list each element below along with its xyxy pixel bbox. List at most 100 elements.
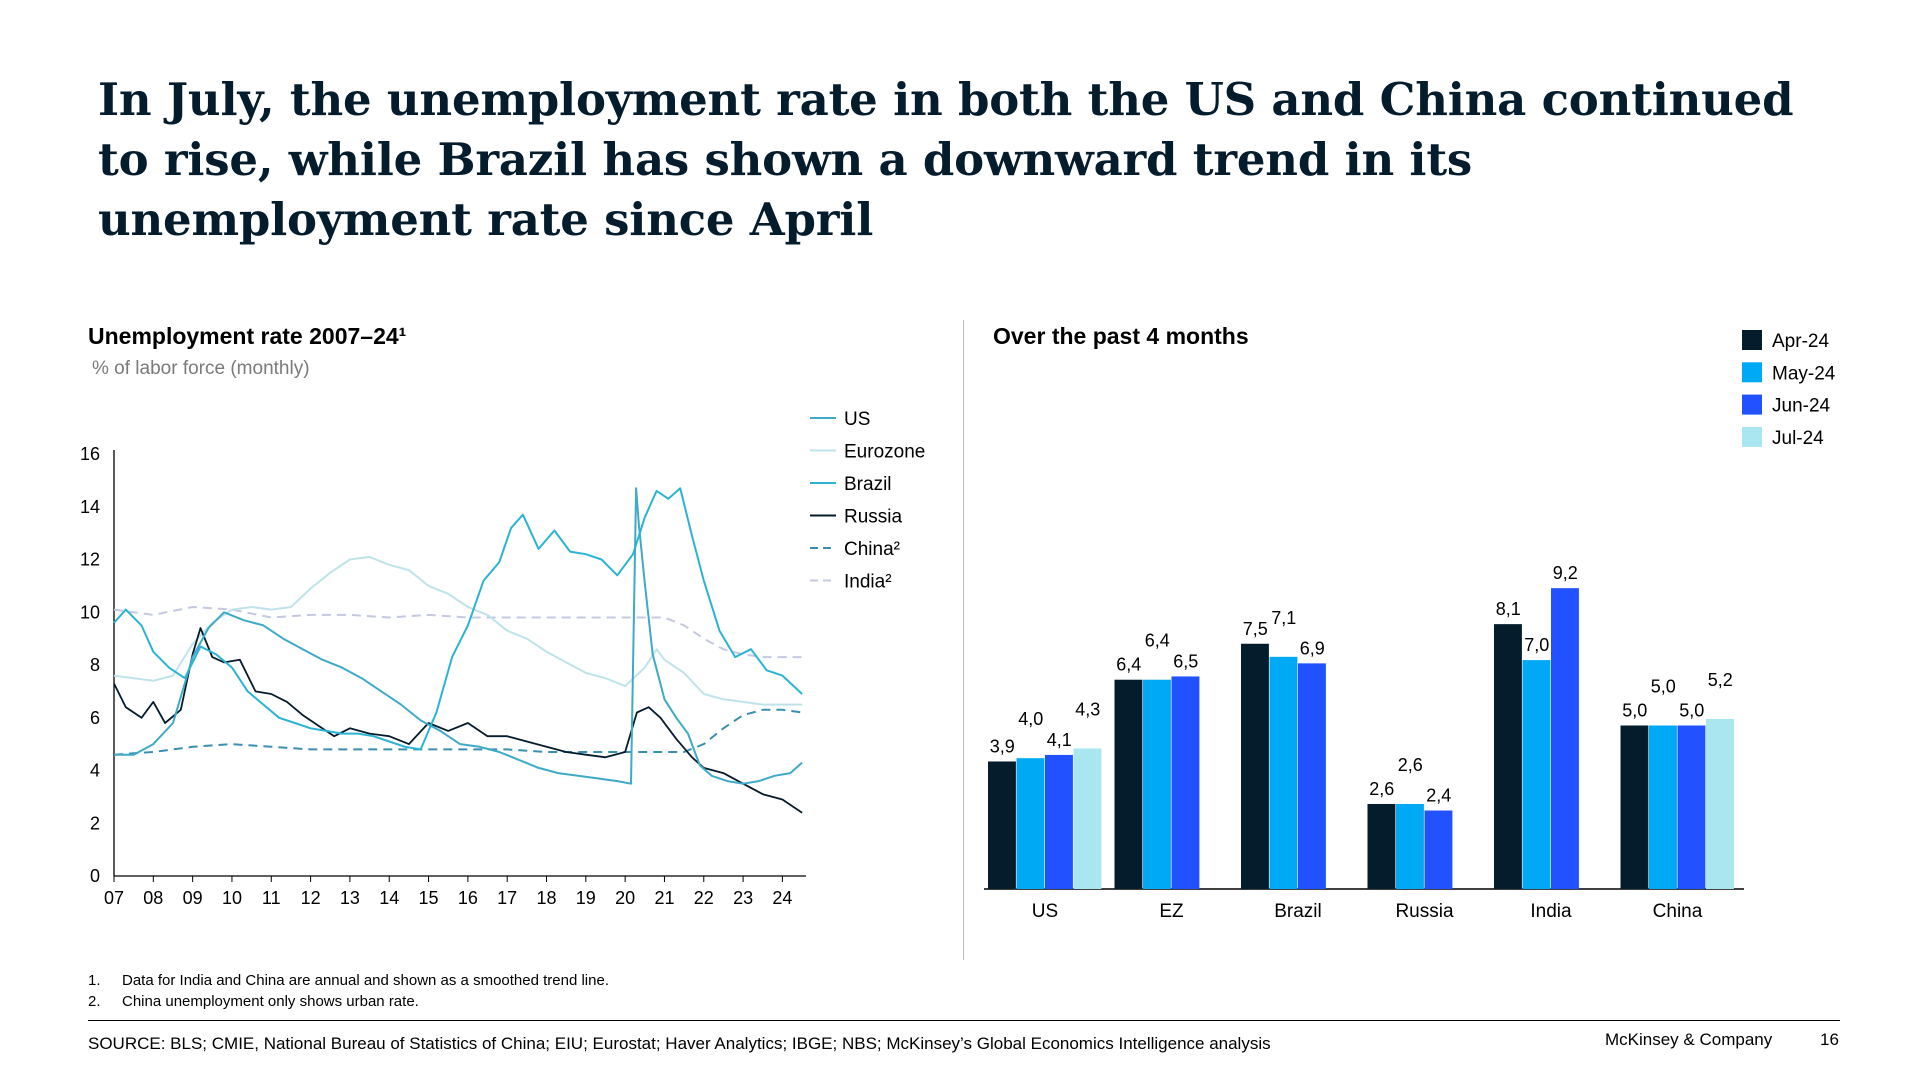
x-tick-label: 08 [143, 888, 163, 908]
line-chart-subtitle: % of labor force (monthly) [92, 358, 310, 379]
bar-brazil-apr-24 [1241, 643, 1269, 889]
data-label-ez-apr-24: 6,4 [1116, 655, 1141, 675]
category-label-russia: Russia [1395, 901, 1454, 922]
x-tick-label: 11 [262, 888, 281, 908]
brand-name: McKinsey & Company [1605, 1030, 1773, 1049]
legend-label-russia: Russia [844, 507, 903, 528]
category-label-us: US [1032, 901, 1058, 922]
y-tick-label: 6 [90, 708, 100, 728]
legend-swatch-may-24 [1742, 362, 1762, 383]
data-label-india-apr-24: 8,1 [1496, 599, 1521, 619]
data-label-russia-jun-24: 2,4 [1426, 786, 1451, 806]
bar-india-may-24 [1522, 660, 1551, 889]
legend-swatch-jul-24 [1742, 426, 1762, 447]
bar-chart: 3,94,04,14,3US6,46,46,5EZ7,57,16,9Brazil… [984, 330, 1836, 922]
page-number: 16 [1820, 1030, 1839, 1049]
bar-china-jun-24 [1677, 725, 1706, 889]
bar-india-jun-24 [1551, 588, 1579, 889]
data-label-brazil-apr-24: 7,5 [1243, 619, 1268, 639]
x-tick-label: 07 [104, 888, 124, 908]
legend-label-apr-24: Apr-24 [1772, 331, 1829, 352]
footnote-2-text: China unemployment only shows urban rate… [122, 993, 419, 1010]
bar-india-apr-24 [1494, 624, 1522, 889]
x-tick-label: 13 [340, 888, 360, 908]
y-tick-label: 12 [80, 550, 100, 570]
line-chart-title: Unemployment rate 2007–24¹ [88, 323, 407, 349]
footnote-2: 2. China unemployment only shows urban ra… [88, 993, 419, 1010]
headline: In July, the unemployment rate in both t… [98, 73, 1794, 246]
series-line-brazil [113, 487, 803, 751]
y-tick-label: 0 [90, 866, 100, 886]
legend-label-china: China² [844, 539, 900, 560]
legend-label-eurozone: Eurozone [844, 442, 925, 463]
bar-china-may-24 [1649, 725, 1677, 889]
data-label-russia-may-24: 2,6 [1398, 755, 1423, 775]
legend-swatch-apr-24 [1742, 330, 1762, 350]
series-line-china [113, 708, 803, 756]
data-label-india-jun-24: 9,2 [1553, 563, 1578, 583]
footnote-1-text: Data for India and China are annual and … [122, 972, 609, 989]
bar-brazil-jun-24 [1298, 663, 1326, 889]
x-tick-label: 17 [497, 888, 517, 908]
bar-ez-jun-24 [1171, 676, 1200, 889]
legend-label-jun-24: Jun-24 [1772, 396, 1831, 417]
footer-rule [88, 1020, 1840, 1021]
series-line-us [114, 487, 803, 785]
x-tick-label: 23 [733, 888, 753, 908]
bar-us-may-24 [1016, 758, 1045, 889]
legend-label-india: India² [844, 572, 892, 593]
category-label-china: China [1653, 901, 1703, 922]
data-label-ez-jun-24: 6,5 [1173, 651, 1198, 671]
x-tick-label: 24 [772, 888, 792, 908]
category-label-india: India [1530, 901, 1572, 922]
bar-us-jul-24 [1073, 748, 1102, 889]
footnote-1: 1. Data for India and China are annual an… [88, 972, 609, 989]
legend-label-us: US [844, 409, 870, 430]
bar-brazil-may-24 [1269, 656, 1298, 889]
bar-russia-may-24 [1396, 803, 1424, 889]
x-tick-label: 21 [654, 888, 674, 908]
y-tick-label: 16 [80, 444, 100, 464]
y-tick-label: 8 [90, 655, 100, 675]
series-line-india [113, 606, 803, 659]
data-label-china-apr-24: 5,0 [1622, 701, 1647, 721]
category-label-brazil: Brazil [1274, 901, 1322, 922]
x-tick-label: 16 [458, 888, 478, 908]
legend-label-brazil: Brazil [844, 474, 892, 495]
bar-china-apr-24 [1620, 725, 1649, 889]
series-line-eurozone [113, 555, 803, 706]
data-label-brazil-jun-24: 6,9 [1300, 638, 1325, 658]
bar-us-apr-24 [988, 761, 1016, 889]
data-label-brazil-may-24: 7,1 [1271, 608, 1296, 628]
y-tick-label: 4 [90, 761, 100, 781]
y-tick-label: 2 [90, 813, 100, 833]
legend-swatch-jun-24 [1742, 394, 1762, 415]
footnote-2-number: 2. [88, 993, 101, 1010]
category-label-ez: EZ [1159, 901, 1184, 922]
bar-us-jun-24 [1045, 754, 1073, 889]
bar-russia-jun-24 [1424, 810, 1453, 889]
x-tick-label: 09 [183, 888, 203, 908]
data-label-china-may-24: 5,0 [1651, 677, 1676, 697]
legend-label-may-24: May-24 [1772, 363, 1836, 384]
x-tick-label: 10 [222, 888, 242, 908]
data-label-us-may-24: 4,0 [1018, 709, 1043, 729]
x-tick-label: 12 [301, 888, 321, 908]
x-tick-label: 22 [694, 888, 714, 908]
x-tick-label: 20 [615, 888, 635, 908]
footnote-1-number: 1. [88, 972, 101, 989]
bar-ez-may-24 [1143, 679, 1171, 889]
data-label-china-jul-24: 5,2 [1708, 670, 1733, 690]
y-tick-label: 14 [80, 497, 100, 517]
source-note: SOURCE: BLS; CMIE, National Bureau of St… [88, 1034, 1271, 1053]
data-label-us-apr-24: 3,9 [990, 736, 1015, 756]
bar-china-jul-24 [1706, 718, 1734, 889]
x-tick-label: 14 [379, 888, 399, 908]
data-label-us-jul-24: 4,3 [1075, 699, 1100, 719]
data-label-us-jun-24: 4,1 [1047, 730, 1072, 750]
panel-divider [963, 320, 964, 960]
bar-ez-apr-24 [1114, 679, 1143, 889]
x-tick-label: 19 [576, 888, 596, 908]
x-tick-label: 15 [419, 888, 439, 908]
